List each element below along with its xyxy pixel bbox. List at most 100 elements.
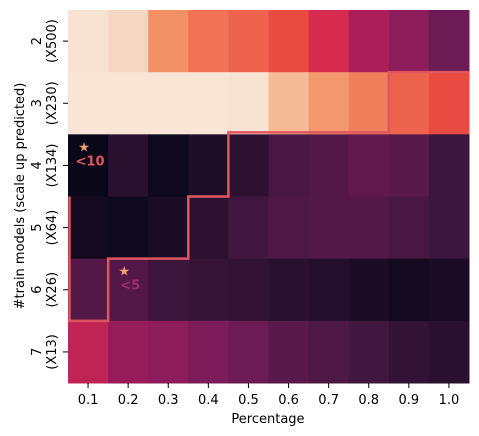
boundary-line	[68, 70, 469, 323]
heatmap-cell	[428, 196, 470, 260]
heatmap-cell	[228, 196, 269, 260]
y-tick-scale: (X134)	[45, 143, 60, 187]
heatmap-cell	[108, 320, 149, 384]
heatmap-cell	[308, 320, 350, 384]
heatmap-cell	[308, 134, 350, 197]
heatmap-cell	[348, 320, 390, 384]
heatmap-cell	[68, 196, 109, 260]
y-tick-scale: (X64)	[45, 210, 60, 246]
heatmap-cell	[68, 72, 109, 135]
heatmap-cell	[388, 320, 430, 384]
x-axis: 0.1 0.2 0.3 0.4 0.5 0.6 0.7 0.8 0.9 1.0	[78, 383, 460, 408]
heatmap-cell	[228, 10, 269, 73]
y-tick-scale: (X26)	[45, 272, 60, 308]
heatmap-cell	[348, 134, 390, 197]
heatmap-cell	[108, 196, 149, 260]
heatmap-cell	[268, 320, 310, 384]
heatmap-cell	[268, 72, 310, 135]
annotation-star-icon: ★	[118, 265, 130, 280]
x-tick-label: 0.7	[318, 393, 339, 408]
heatmap-cell	[388, 258, 430, 322]
y-tick-scale: (X13)	[45, 334, 60, 370]
annotation-label: <5	[120, 279, 140, 294]
y-tick-number: 4	[30, 161, 45, 169]
x-tick-label: 1.0	[439, 393, 460, 408]
y-tick-scale: (X500)	[45, 19, 60, 63]
heatmap-cell	[348, 258, 390, 322]
heatmap-cell	[188, 258, 229, 322]
heatmap-cell	[188, 196, 229, 260]
heatmap-cell	[348, 10, 390, 73]
x-tick-label: 0.4	[198, 393, 219, 408]
annotation-star-icon: ★	[78, 140, 90, 155]
y-tick-label: 3 (X230)	[30, 81, 60, 125]
heatmap-cell	[348, 196, 390, 260]
heatmap-cell	[228, 134, 269, 197]
heatmap-cells	[68, 10, 470, 384]
heatmap-cell	[268, 258, 310, 322]
heatmap-cell	[388, 72, 430, 135]
heatmap-cell	[108, 10, 149, 73]
annotation-label: <10	[76, 154, 105, 169]
y-tick-label: 7 (X13)	[30, 334, 60, 370]
heatmap-cell	[268, 134, 310, 197]
y-tick-number: 7	[30, 348, 45, 356]
heatmap-cell	[68, 134, 109, 197]
heatmap-cell	[388, 134, 430, 197]
heatmap-cell	[348, 72, 390, 135]
heatmap-cell	[428, 320, 470, 384]
heatmap-cell	[228, 320, 269, 384]
boundary-outline	[68, 70, 469, 323]
heatmap-cell	[188, 134, 229, 197]
heatmap-cell	[148, 320, 189, 384]
heatmap-cell	[108, 258, 149, 322]
heatmap-cell	[68, 320, 109, 384]
heatmap-cell	[108, 72, 149, 135]
heatmap-cell	[188, 10, 229, 73]
heatmap-cell	[148, 72, 189, 135]
heatmap-cell	[228, 72, 269, 135]
heatmap-cell	[148, 196, 189, 260]
y-tick-scale: (X230)	[45, 81, 60, 125]
heatmap-cell	[188, 320, 229, 384]
heatmap-cell	[268, 10, 310, 73]
y-tick-label: 5 (X64)	[30, 210, 60, 246]
y-tick-number: 5	[30, 223, 45, 231]
heatmap-cell	[188, 72, 229, 135]
heatmap-cell	[308, 10, 350, 73]
x-tick-label: 0.1	[78, 393, 99, 408]
x-tick-label: 0.2	[118, 393, 139, 408]
heatmap-cell	[308, 72, 350, 135]
heatmap-cell	[388, 10, 430, 73]
x-tick-label: 0.3	[158, 393, 179, 408]
y-tick-number: 6	[30, 286, 45, 294]
heatmap-cell	[428, 258, 470, 322]
heatmap-cell	[268, 196, 310, 260]
heatmap-cell	[428, 72, 470, 135]
y-tick-label: 4 (X134)	[30, 143, 60, 187]
y-tick-number: 3	[30, 99, 45, 107]
y-tick-number: 2	[30, 37, 45, 45]
heatmap-cell	[428, 134, 470, 197]
heatmap-cell	[228, 258, 269, 322]
x-tick-label: 0.9	[399, 393, 420, 408]
heatmap-cell	[148, 258, 189, 322]
heatmap-cell	[68, 258, 109, 322]
heatmap-cell	[308, 196, 350, 260]
heatmap-cell	[428, 10, 470, 73]
heatmap-cell	[108, 134, 149, 197]
heatmap-cell	[148, 134, 189, 197]
y-tick-label: 2 (X500)	[30, 19, 60, 63]
y-tick-label: 6 (X26)	[30, 272, 60, 308]
y-axis-label: #train models (scale up predicted)	[13, 83, 28, 310]
annotations: ★<10★<5	[76, 140, 141, 293]
x-tick-label: 0.6	[278, 393, 299, 408]
x-tick-label: 0.5	[238, 393, 259, 408]
y-axis: 2 (X500) 3 (X230) 4 (X134) 5 (X64) 6 (X26) 7 (X13)	[30, 19, 68, 370]
x-tick-label: 0.8	[358, 393, 379, 408]
heatmap-cell	[148, 10, 189, 73]
heatmap-cell	[388, 196, 430, 260]
heatmap-cell	[68, 10, 109, 73]
x-axis-label: Percentage	[231, 412, 304, 427]
